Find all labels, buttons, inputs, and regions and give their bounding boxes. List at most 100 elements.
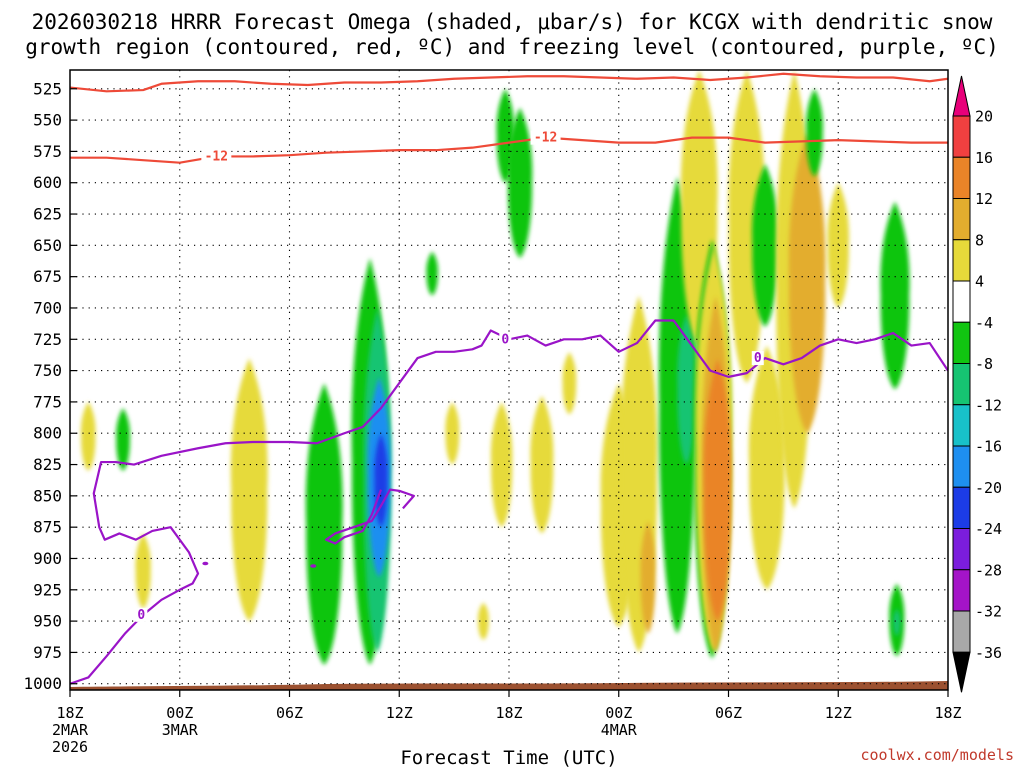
colorbar-label-10: -24 xyxy=(975,520,1002,538)
y-tick-label-625: 625 xyxy=(33,205,62,224)
x-tick-label-0-1: 2MAR xyxy=(52,721,89,739)
y-tick-label-700: 700 xyxy=(33,298,62,317)
contours: -12 -12 0 0 0 xyxy=(70,72,948,685)
colorbar-bin-9 xyxy=(952,445,971,488)
colorbar-bin-10 xyxy=(952,486,971,529)
omega-feature-11 xyxy=(478,602,489,640)
y-tick-label-850: 850 xyxy=(33,486,62,505)
x-tick-label-18-0: 12Z xyxy=(386,704,413,722)
colorbar-label-0: 20 xyxy=(975,108,993,126)
terrain-ground xyxy=(70,681,948,690)
freezing-label-0: 0 xyxy=(137,608,145,623)
colorbar: 20 16 12 8 4 -4 -8 -12 -16 -20 -24 -28 -32 -36 xyxy=(952,75,1002,693)
omega-feature-1 xyxy=(116,408,130,471)
colorbar-bin-7 xyxy=(952,363,971,406)
colorbar-bin-6 xyxy=(952,321,971,364)
colorbar-label-7: -12 xyxy=(975,396,1002,414)
dgz-label-1: -12 xyxy=(534,131,557,146)
colorbar-bin-11 xyxy=(952,528,971,571)
colorbar-bin-4 xyxy=(952,239,971,282)
freezing-label-bg-1 xyxy=(499,332,512,347)
omega-feature-26 xyxy=(703,358,732,622)
dgz-label-bg-0 xyxy=(201,149,232,164)
freezing-label-bg-0 xyxy=(135,607,148,622)
omega-feature-8 xyxy=(374,433,388,528)
y-tick-label-525: 525 xyxy=(33,79,62,98)
y-axis: 525 550 575 600 625 650 675 700 725 750 775 800 825 8… xyxy=(23,79,77,693)
colorbar-label-8: -16 xyxy=(975,438,1002,456)
x-tick-label-0-0: 18Z xyxy=(56,704,83,722)
omega-feature-16 xyxy=(562,351,577,415)
omega-shading xyxy=(80,70,910,665)
omega-feature-0 xyxy=(80,401,96,471)
colorbar-label-3: 8 xyxy=(975,231,984,249)
x-tick-label-0-2: 2026 xyxy=(52,738,88,756)
y-tick-label-750: 750 xyxy=(33,361,62,380)
omega-feature-19 xyxy=(640,520,656,634)
y-tick-label-925: 925 xyxy=(33,580,62,599)
freezing-label-bg-2 xyxy=(751,351,764,366)
y-tick-label-725: 725 xyxy=(33,330,62,349)
x-tick-label-30-0: 00Z xyxy=(605,704,632,722)
freezing-dot-0 xyxy=(202,561,209,566)
omega-feature-36 xyxy=(893,608,901,637)
colorbar-label-4: 4 xyxy=(975,273,984,291)
omega-feature-32 xyxy=(806,88,823,177)
x-tick-label-12-0: 06Z xyxy=(276,704,303,722)
x-tick-label-6-1: 3MAR xyxy=(162,721,199,739)
x-tick-label-36-0: 06Z xyxy=(715,704,742,722)
y-tick-label-650: 650 xyxy=(33,236,62,255)
colorbar-bin-13 xyxy=(952,610,971,653)
dgz-label-0: -12 xyxy=(205,149,228,164)
omega-feature-10 xyxy=(445,401,460,465)
colorbar-label-9: -20 xyxy=(975,479,1002,497)
colorbar-label-11: -28 xyxy=(975,561,1002,579)
x-tick-label-42-0: 12Z xyxy=(825,704,852,722)
y-tick-label-875: 875 xyxy=(33,518,62,537)
y-tick-label-775: 775 xyxy=(33,392,62,411)
omega-feature-34 xyxy=(880,201,910,390)
chart-title-line1: 2026030218 HRRR Forecast Omega (shaded, … xyxy=(32,10,993,34)
colorbar-bin-12 xyxy=(952,569,971,612)
omega-feature-29 xyxy=(748,345,785,590)
x-axis-title: Forecast Time (UTC) xyxy=(400,747,617,768)
y-tick-label-825: 825 xyxy=(33,455,62,474)
omega-feature-9 xyxy=(426,251,438,296)
y-tick-label-975: 975 xyxy=(33,643,62,662)
colorbar-bin-2 xyxy=(952,156,971,199)
y-tick-label-950: 950 xyxy=(33,612,62,631)
colorbar-bin-top xyxy=(952,75,971,117)
grid xyxy=(70,70,948,690)
omega-feature-27 xyxy=(728,70,766,384)
chart-title-line2: growth region (contoured, red, ºC) and f… xyxy=(25,35,999,59)
colorbar-label-6: -8 xyxy=(975,355,993,373)
dgz-contour-0 xyxy=(70,72,948,93)
x-tick-label-30-1: 4MAR xyxy=(601,721,638,739)
freezing-label-2: 0 xyxy=(754,351,762,366)
y-tick-label-800: 800 xyxy=(33,424,62,443)
colorbar-bin-3 xyxy=(952,198,971,241)
colorbar-label-2: 12 xyxy=(975,190,993,208)
y-tick-label-1000: 1000 xyxy=(23,674,62,693)
omega-feature-4 xyxy=(305,383,343,665)
x-tick-label-24-0: 18Z xyxy=(495,704,522,722)
colorbar-bin-bottom xyxy=(952,651,971,693)
omega-feature-14 xyxy=(507,107,533,258)
y-tick-label-675: 675 xyxy=(33,267,62,286)
y-tick-label-600: 600 xyxy=(33,173,62,192)
freezing-dot-1 xyxy=(310,564,317,568)
colorbar-label-12: -32 xyxy=(975,603,1002,621)
y-tick-label-550: 550 xyxy=(33,111,62,130)
omega-feature-3 xyxy=(230,358,268,622)
colorbar-bin-8 xyxy=(952,404,971,447)
colorbar-label-5: -4 xyxy=(975,314,993,332)
dgz-label-bg-1 xyxy=(530,130,561,145)
colorbar-bin-1 xyxy=(952,115,971,158)
x-tick-label-6-0: 00Z xyxy=(166,704,193,722)
freezing-contour-0 xyxy=(70,319,948,685)
y-tick-label-575: 575 xyxy=(33,142,62,161)
colorbar-label-1: 16 xyxy=(975,149,993,167)
freezing-label-1: 0 xyxy=(501,332,509,347)
